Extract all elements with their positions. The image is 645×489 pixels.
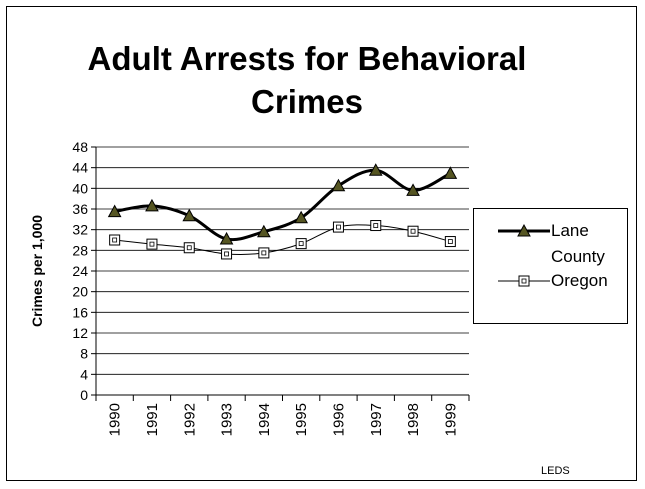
x-tick-label: 1995 — [293, 403, 310, 436]
legend-swatch-oregon — [498, 275, 550, 287]
x-tick-label: 1993 — [219, 403, 236, 436]
y-tick-label: 36 — [72, 201, 88, 217]
x-tick-label: 1990 — [107, 403, 124, 436]
data-point-oregon — [109, 234, 121, 246]
legend-item-oregon: Oregon — [474, 265, 629, 305]
data-point-lane-county — [257, 224, 271, 238]
y-tick-label: 44 — [72, 160, 88, 176]
x-tick-label: 1991 — [144, 403, 161, 436]
data-point-lane-county — [368, 163, 383, 176]
data-point-inner-oregon — [224, 251, 229, 257]
data-point-inner-oregon — [261, 250, 267, 256]
series-line-lane-county — [114, 168, 452, 242]
x-tick-label: 1992 — [181, 403, 198, 436]
data-point-inner-oregon — [447, 239, 453, 244]
data-point-inner-oregon — [298, 241, 304, 247]
y-tick-label: 0 — [80, 387, 88, 403]
y-tick-label: 12 — [72, 325, 88, 341]
data-point-oregon — [183, 242, 195, 254]
x-tick-label: 1999 — [442, 403, 459, 436]
data-point-inner-oregon — [336, 224, 341, 230]
data-point-oregon — [332, 221, 344, 233]
legend-item-lane-county: Lane County — [474, 215, 629, 266]
legend-swatch-lane-county — [498, 223, 550, 237]
chart-title: Adult Arrests for Behavioral Crimes — [27, 37, 587, 123]
data-point-lane-county — [443, 166, 458, 179]
y-tick-label: 16 — [72, 304, 88, 320]
data-point-oregon — [295, 238, 307, 250]
legend: Lane County Oregon — [473, 208, 628, 324]
legend-label-lane-county-line-1: Lane — [551, 221, 589, 240]
data-point-lane-county — [331, 178, 346, 192]
y-tick-label: 8 — [80, 346, 88, 362]
x-tick-label: 1994 — [256, 403, 273, 436]
legend-label-oregon: Oregon — [551, 271, 608, 290]
x-tick-label: 1998 — [405, 403, 422, 436]
data-point-oregon — [444, 236, 456, 248]
data-point-lane-county — [294, 210, 308, 224]
y-tick-label: 48 — [72, 139, 88, 155]
y-tick-label: 28 — [72, 242, 88, 258]
y-tick-label: 40 — [72, 180, 88, 196]
data-point-lane-county — [107, 204, 122, 218]
data-point-inner-oregon — [112, 237, 118, 243]
data-point-oregon — [407, 225, 419, 237]
chart-title-line-2: Crimes — [251, 83, 363, 120]
data-point-inner-oregon — [149, 241, 155, 247]
data-point-oregon — [146, 238, 158, 250]
data-point-oregon — [258, 247, 270, 259]
data-point-lane-county — [406, 183, 420, 196]
y-tick-label: 4 — [80, 366, 88, 382]
y-tick-label: 24 — [72, 263, 88, 279]
data-point-oregon — [370, 220, 382, 232]
data-point-inner-oregon — [373, 223, 379, 228]
source-note: LEDS — [541, 465, 570, 477]
series-line-oregon — [114, 224, 451, 255]
y-axis-label: Crimes per 1,000 — [29, 215, 45, 327]
legend-label-lane-county-line-2: County — [551, 247, 605, 266]
data-point-lane-county — [182, 208, 197, 222]
y-tick-label: 32 — [72, 222, 88, 238]
data-point-lane-county — [219, 231, 234, 245]
data-point-oregon — [221, 248, 233, 260]
chart-title-line-1: Adult Arrests for Behavioral — [87, 40, 527, 77]
data-point-inner-oregon — [186, 245, 192, 251]
x-tick-label: 1996 — [330, 403, 347, 436]
data-point-lane-county — [145, 198, 159, 212]
x-tick-label: 1997 — [368, 403, 385, 436]
data-point-inner-oregon — [410, 228, 416, 234]
y-tick-label: 20 — [72, 284, 88, 300]
